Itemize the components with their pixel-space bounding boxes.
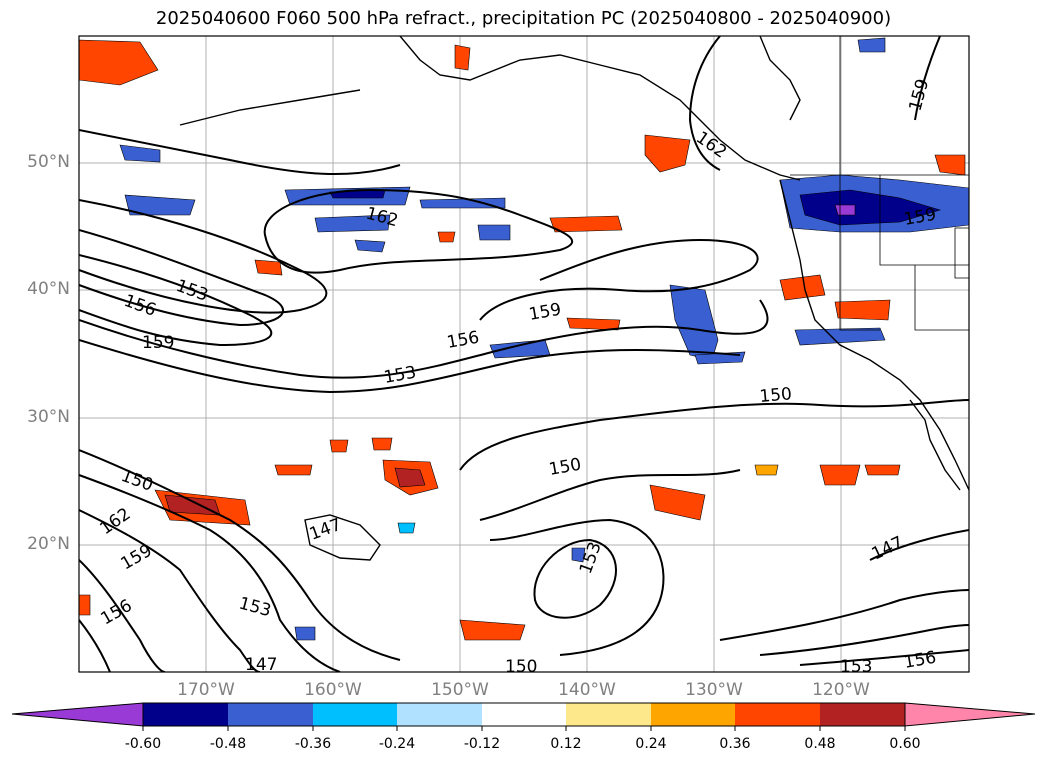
precip-patch [397, 522, 416, 534]
lon-label: 160°W [304, 680, 362, 700]
precip-patch [857, 37, 886, 53]
colorbar-tick-label: -0.36 [294, 736, 332, 752]
lat-label: 50°N [27, 152, 70, 172]
contour-label: 153 [840, 657, 872, 677]
lon-label: 120°W [812, 680, 870, 700]
precip-patch [834, 204, 856, 216]
lon-label: 140°W [558, 680, 616, 700]
precip-patch [437, 231, 456, 243]
colorbar-segment [566, 703, 651, 726]
precip-patch [394, 467, 426, 488]
colorbar-extend-min [11, 702, 144, 727]
precip-patch [644, 134, 691, 173]
contour-label: 150 [759, 384, 793, 407]
contour-label: 150 [505, 657, 537, 677]
colorbar-tick-label: -0.60 [124, 736, 162, 752]
lat-label: 20°N [27, 534, 70, 554]
precip-patch [834, 299, 891, 321]
precip-patch [119, 144, 161, 163]
lon-label: 150°W [431, 680, 489, 700]
colorbar-tick-label: -0.24 [378, 736, 416, 752]
precip-patch [371, 437, 393, 451]
contour-label: 159 [142, 333, 174, 353]
colorbar-segment [482, 703, 566, 726]
colorbar-tick-label: 0.36 [719, 736, 751, 752]
precip-patch [254, 259, 283, 276]
colorbar-tick-label: -0.12 [463, 736, 501, 752]
precip-patch [477, 224, 511, 241]
precip-patch [354, 239, 386, 253]
graticule [79, 36, 969, 672]
colorbar-segment [735, 703, 820, 726]
colorbar-tick-label: -0.48 [209, 736, 247, 752]
precip-patch [566, 317, 621, 331]
precip-patch [549, 215, 623, 233]
colorbar-segment [651, 703, 735, 726]
precip-patch [864, 464, 901, 476]
precip-patch [571, 547, 586, 563]
map-title: 2025040600 F060 500 hPa refract., precip… [155, 8, 892, 29]
lat-label: 40°N [27, 279, 70, 299]
precip-patch [779, 274, 826, 301]
colorbar-tick-label: 0.12 [550, 736, 582, 752]
precip-patch [794, 327, 886, 346]
precip-patch [329, 439, 349, 453]
colorbar-extend-max [904, 702, 1036, 727]
precip-patch [459, 619, 526, 641]
colorbar-segment [820, 703, 905, 726]
political-borders [790, 36, 969, 331]
precip-shading [79, 37, 969, 641]
precip-patch [274, 464, 313, 476]
colorbar-tick-label: 0.48 [804, 736, 836, 752]
precip-patch [79, 594, 91, 616]
precip-patch [314, 214, 391, 233]
contour-label-group: 162 153 156 159 159 156 153 162 150 150 … [96, 77, 937, 677]
lon-label: 130°W [685, 680, 743, 700]
colorbar-tick-label: 0.24 [635, 736, 667, 752]
refractivity-contours [79, 36, 969, 672]
precip-patch [649, 484, 706, 521]
precip-patch [79, 39, 159, 86]
colorbar-tick-label: 0.60 [889, 736, 921, 752]
colorbar-segment [397, 703, 482, 726]
contour-label: 147 [245, 655, 277, 675]
precip-patch [754, 464, 779, 476]
lon-label: 170°W [177, 680, 235, 700]
contour-label: 156 [902, 648, 937, 673]
precip-patch [294, 626, 316, 641]
colorbar-segment [313, 703, 397, 726]
precip-patch [819, 464, 861, 486]
plot-frame [78, 35, 970, 673]
colorbar [11, 702, 1036, 731]
precip-patch [124, 194, 196, 216]
precip-patch [799, 189, 942, 226]
colorbar-segment [228, 703, 313, 726]
coastlines [179, 36, 969, 561]
precip-patch [419, 197, 506, 209]
lat-label: 30°N [27, 407, 70, 427]
colorbar-segment [143, 703, 228, 726]
precip-patch [454, 44, 471, 71]
